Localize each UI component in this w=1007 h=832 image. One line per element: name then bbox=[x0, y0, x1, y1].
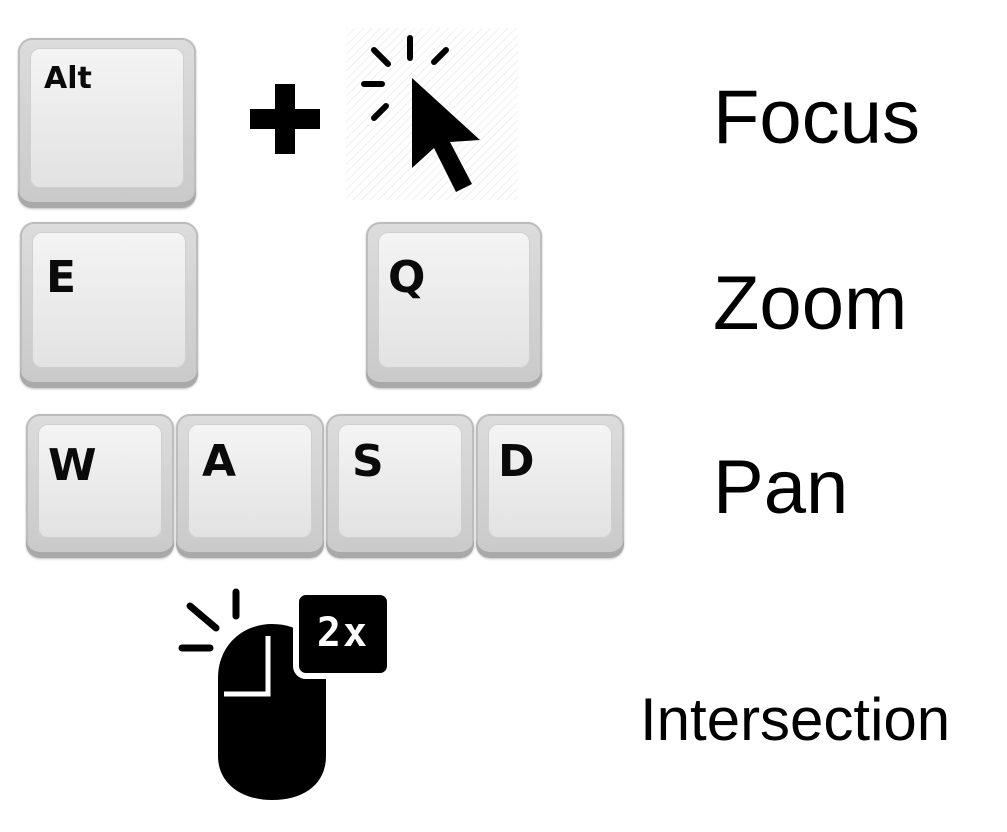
focus-label: Focus bbox=[713, 75, 920, 160]
a-key-label: A bbox=[202, 436, 237, 487]
a-key-cap bbox=[188, 424, 312, 538]
w-key-label: W bbox=[48, 440, 97, 491]
pan-label: Pan bbox=[713, 445, 849, 530]
q-key-label: Q bbox=[388, 252, 426, 303]
q-key-cap bbox=[378, 232, 530, 368]
double-click-badge: 2x bbox=[316, 610, 370, 656]
s-key: S bbox=[326, 414, 474, 558]
alt-key-label: Alt bbox=[44, 61, 92, 96]
zoom-label: Zoom bbox=[713, 261, 908, 346]
intersection-label: Intersection bbox=[640, 686, 951, 753]
s-key-label: S bbox=[352, 436, 384, 487]
d-key: D bbox=[476, 414, 624, 558]
double-click-mouse-icon bbox=[178, 588, 392, 800]
e-key-cap bbox=[32, 232, 186, 368]
alt-key-cap bbox=[30, 48, 184, 188]
a-key: A bbox=[176, 414, 324, 558]
s-key-cap bbox=[338, 424, 462, 538]
click-cursor-icon bbox=[346, 28, 518, 200]
d-key-label: D bbox=[498, 436, 535, 487]
w-key-cap bbox=[38, 424, 162, 538]
plus-icon bbox=[250, 84, 320, 154]
q-key: Q bbox=[366, 222, 542, 388]
d-key-cap bbox=[488, 424, 612, 538]
e-key: E bbox=[20, 222, 198, 388]
w-key: W bbox=[26, 414, 174, 558]
alt-key: Alt bbox=[18, 38, 196, 208]
e-key-label: E bbox=[46, 252, 77, 303]
